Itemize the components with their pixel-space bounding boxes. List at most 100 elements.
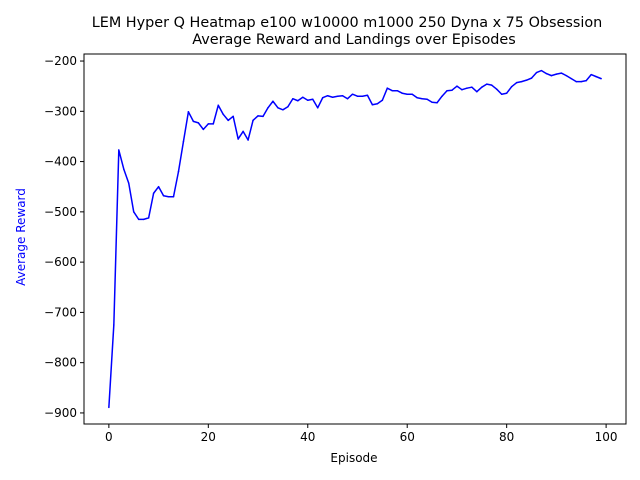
data-point: [128, 182, 130, 184]
data-point: [356, 95, 359, 97]
data-point: [272, 100, 274, 103]
x-tick-label: 40: [300, 430, 315, 444]
data-point: [307, 99, 309, 101]
data-point: [182, 140, 185, 143]
data-point: [287, 106, 289, 108]
data-point: [426, 98, 428, 100]
data-point: [550, 74, 553, 77]
data-point: [525, 79, 528, 81]
data-point: [341, 94, 344, 97]
data-point: [371, 104, 374, 106]
data-point: [292, 97, 294, 100]
data-point: [416, 96, 418, 99]
data-point: [535, 71, 538, 74]
x-tick-label: 60: [400, 430, 415, 444]
data-point: [152, 192, 155, 194]
data-point: [520, 80, 523, 83]
data-point: [142, 218, 145, 221]
data-point: [222, 113, 224, 116]
data-point: [282, 109, 284, 111]
data-point: [336, 95, 339, 97]
data-point: [515, 81, 518, 84]
data-point: [232, 115, 234, 118]
data-point: [202, 128, 205, 131]
data-point: [207, 123, 210, 125]
data-point: [585, 79, 587, 82]
data-point: [217, 104, 220, 107]
data-point: [351, 93, 354, 95]
y-tick-label: −300: [44, 104, 77, 118]
data-point: [471, 86, 473, 88]
x-tick-label: 20: [201, 430, 216, 444]
data-point: [590, 73, 592, 76]
chart-title-line1: LEM Hyper Q Heatmap e100 w10000 m1000 25…: [92, 15, 603, 31]
data-point: [441, 95, 443, 97]
x-tick-label: 80: [499, 430, 514, 444]
data-point: [565, 74, 568, 77]
data-point: [192, 120, 195, 123]
data-point: [376, 103, 379, 105]
data-point: [366, 94, 369, 96]
data-point: [252, 119, 254, 122]
data-point: [162, 195, 165, 197]
data-point: [545, 72, 548, 75]
data-point: [381, 99, 384, 101]
data-point: [540, 69, 543, 72]
y-axis-label: Average Reward: [14, 188, 28, 286]
y-tick-label: −700: [44, 305, 77, 319]
y-tick-label: −400: [44, 155, 77, 169]
data-point: [490, 84, 493, 86]
data-point: [446, 89, 448, 92]
data-point: [212, 123, 215, 125]
y-tick-label: −200: [44, 54, 77, 68]
data-point: [118, 149, 120, 151]
series-line-0: [108, 69, 602, 408]
data-point: [411, 93, 413, 95]
data-point: [456, 85, 458, 87]
data-point: [595, 75, 597, 78]
data-point: [406, 93, 408, 95]
data-point: [311, 98, 314, 100]
data-point: [157, 185, 160, 188]
data-point: [247, 139, 249, 141]
data-point: [262, 115, 264, 118]
axes-frame: [83, 53, 627, 425]
data-point: [436, 102, 438, 104]
data-point: [451, 89, 453, 91]
data-point: [386, 87, 389, 89]
x-tick-label: 0: [105, 430, 113, 444]
data-point: [177, 170, 180, 173]
data-point: [321, 96, 324, 99]
data-point: [530, 77, 533, 79]
data-point: [510, 85, 513, 88]
y-tick-label: −500: [44, 205, 77, 219]
data-point: [227, 119, 229, 122]
data-point: [396, 89, 399, 92]
data-point: [431, 101, 433, 104]
data-point: [391, 89, 394, 92]
data-point: [267, 107, 269, 109]
data-point: [486, 83, 488, 85]
data-point: [466, 87, 468, 89]
chart-title-line2: Average Reward and Landings over Episode…: [192, 32, 516, 48]
data-point: [600, 77, 602, 80]
data-point: [147, 217, 150, 219]
data-point: [197, 122, 200, 124]
data-point: [297, 100, 299, 102]
data-point: [500, 93, 503, 95]
data-point: [570, 77, 573, 80]
data-point: [123, 168, 125, 170]
data-point: [476, 90, 478, 93]
data-point: [326, 94, 329, 97]
data-point: [580, 80, 582, 83]
data-point: [401, 92, 403, 94]
y-tick-label: −900: [44, 406, 77, 420]
data-point: [316, 107, 319, 109]
data-point: [113, 324, 115, 326]
data-point: [421, 97, 423, 100]
y-tick-label: −600: [44, 255, 77, 269]
data-point: [167, 196, 170, 198]
y-tick-label: −800: [44, 356, 77, 370]
